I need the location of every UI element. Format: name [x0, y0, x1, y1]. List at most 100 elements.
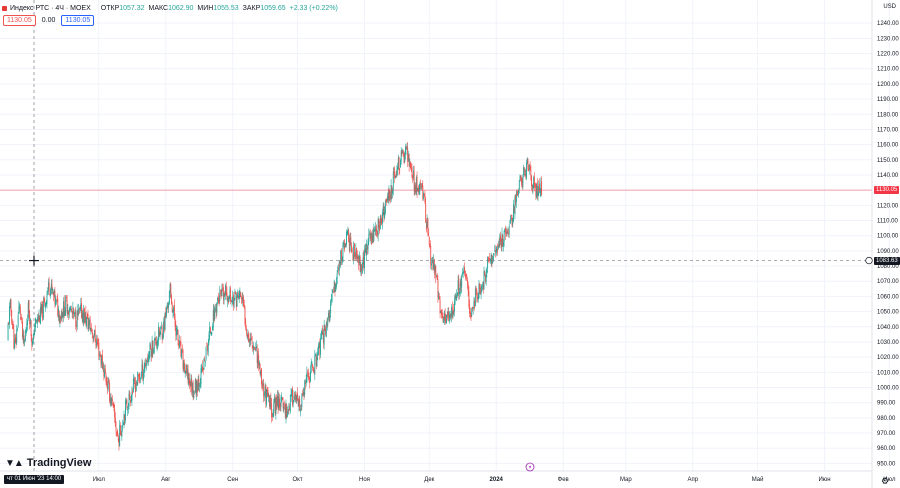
candle-body [186, 368, 188, 374]
candle-body [199, 383, 201, 387]
candle-body [461, 272, 463, 275]
candle-body [370, 233, 372, 239]
candle-body [472, 309, 474, 311]
candle-body [25, 330, 27, 335]
candle-body [502, 235, 504, 246]
candle-body [163, 321, 165, 330]
candle-body [502, 242, 504, 247]
candle-body [253, 346, 255, 350]
candle-body [322, 332, 324, 343]
candle-body [49, 293, 51, 296]
candle-body [88, 320, 90, 326]
candle-body [181, 350, 183, 352]
candle-body [487, 256, 489, 260]
candle-body [76, 310, 78, 328]
candle-body [135, 384, 137, 392]
candle-body [353, 244, 355, 260]
price-tick-label: 1070.00 [877, 279, 899, 285]
candle-body [97, 342, 99, 345]
candle-body [127, 409, 129, 411]
candle-body [31, 337, 33, 346]
candle-body [166, 307, 168, 309]
candle-body [387, 194, 389, 199]
lightning-icon[interactable] [525, 462, 535, 472]
candle-body [227, 299, 229, 302]
candle-body [16, 329, 18, 344]
buy-button[interactable]: 1130.05 [61, 15, 95, 26]
candle-body [381, 221, 383, 224]
candle-body [34, 318, 36, 328]
candle-body [240, 297, 242, 300]
candle-body [362, 257, 364, 265]
candle-body [96, 340, 98, 345]
candle-body [83, 308, 85, 322]
candle-body [78, 307, 80, 310]
symbol-title[interactable]: Индекс РТС · 4Ч · MOEX [10, 4, 91, 12]
candle-body [393, 171, 395, 173]
candle-body [531, 184, 533, 188]
candle-body [494, 249, 496, 252]
candle-body [459, 283, 461, 294]
candle-body [229, 290, 231, 294]
price-axis[interactable]: 950.00 960.00 970.00 980.00 990.00 1000.00 101… [877, 21, 899, 467]
candle-body [420, 186, 422, 188]
candle-body [261, 383, 263, 387]
candle-body [500, 239, 502, 249]
candle-body [111, 398, 113, 404]
candle-body [122, 424, 124, 426]
candle-body [204, 360, 206, 361]
candle-body [476, 290, 478, 298]
candle-body [377, 219, 379, 236]
crosshair-icon [29, 255, 39, 266]
candle-body [54, 290, 56, 304]
candle-body [257, 356, 259, 364]
candle-body [209, 327, 211, 334]
candle-body [339, 261, 341, 264]
candle-body [45, 302, 46, 308]
candle-body [529, 163, 531, 165]
candle-body [33, 332, 35, 336]
candle-body [161, 327, 163, 339]
candle-body [112, 402, 114, 406]
candle-body [134, 378, 136, 385]
candle-body [388, 191, 390, 200]
candle-body [222, 287, 224, 288]
candle-body [383, 206, 385, 218]
tradingview-logo[interactable]: ▼▲ TradingView [5, 457, 91, 469]
candle-body [104, 368, 106, 374]
close-value: 1059.65 [260, 4, 286, 12]
candle-body [466, 274, 468, 280]
candle-body [533, 177, 535, 188]
candle-body [127, 407, 129, 409]
candle-body [9, 305, 10, 324]
price-tick-label: 1100.00 [877, 234, 899, 240]
candle-body [256, 347, 258, 363]
candle-body [309, 377, 311, 383]
candle-body [238, 295, 239, 299]
candle-body [379, 225, 381, 231]
currency-label[interactable]: USD [883, 4, 896, 10]
candle-body [458, 278, 460, 295]
candle-body [124, 400, 126, 421]
candle-body [276, 395, 278, 406]
candle-body [320, 338, 322, 355]
candle-body [306, 372, 308, 382]
add-alert-icon[interactable] [865, 256, 873, 265]
sell-button[interactable]: 1130.05 [3, 15, 36, 26]
candle-body [289, 394, 291, 412]
candle-body [90, 328, 92, 332]
time-axis[interactable]: Июл Авг Сен Окт Ноя Дек 2024 Фев Мар Апр Май Июн Июл [93, 476, 896, 483]
candle-body [488, 259, 490, 261]
candle-body [438, 296, 440, 299]
candle-body [197, 381, 199, 391]
candle-body [211, 332, 213, 334]
candle-body [330, 299, 332, 301]
candle-body [369, 232, 371, 239]
candle-body [86, 317, 88, 327]
candle-body [412, 178, 414, 180]
candle-body [359, 257, 361, 272]
candle-body [46, 294, 48, 305]
gear-icon[interactable]: ⚙ [880, 476, 890, 486]
candle-body [505, 227, 507, 235]
